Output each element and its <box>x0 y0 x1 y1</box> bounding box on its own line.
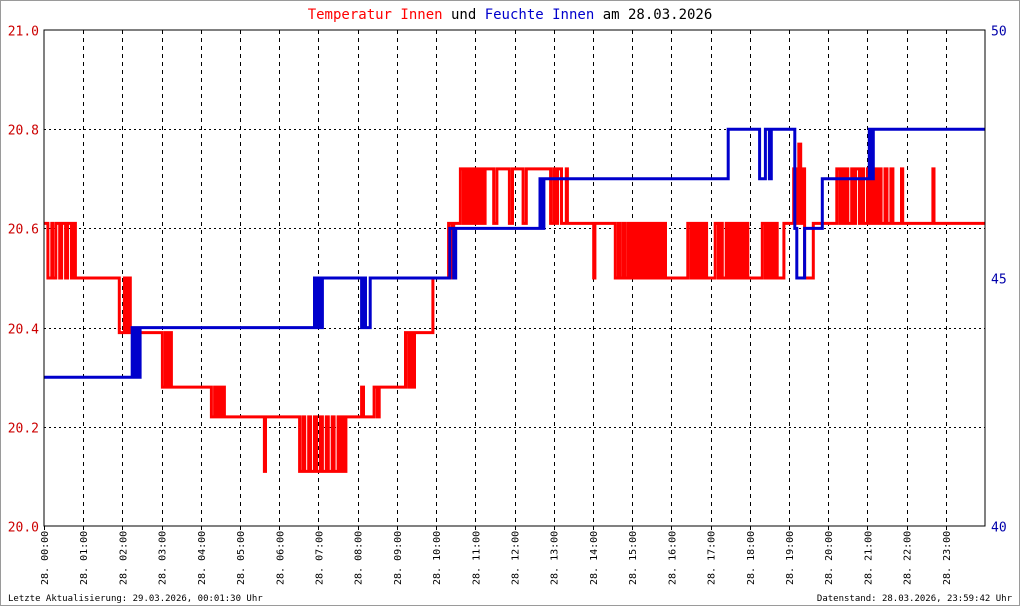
x-tick-label: 28. 09:00 <box>393 531 404 585</box>
y-left-tick-label: 20.8 <box>8 124 39 139</box>
x-tick-label: 28. 11:00 <box>471 531 482 585</box>
x-tick-label: 28. 14:00 <box>589 531 600 585</box>
x-tick-label: 28. 07:00 <box>314 531 325 585</box>
x-tick-label: 28. 05:00 <box>236 531 247 585</box>
x-tick-label: 28. 10:00 <box>432 531 443 585</box>
title-date: am 28.03.2026 <box>594 7 712 23</box>
x-tick-label: 28. 21:00 <box>863 531 874 585</box>
x-tick-label: 28. 00:00 <box>40 531 51 585</box>
title-and: und <box>443 7 485 23</box>
grid <box>44 30 985 526</box>
plot-area-border <box>43 29 986 527</box>
x-tick-label: 28. 13:00 <box>550 531 561 585</box>
x-tick-label: 28. 01:00 <box>79 531 90 585</box>
x-tick-label: 28. 19:00 <box>785 531 796 585</box>
x-tick-label: 28. 02:00 <box>118 531 129 585</box>
y-left-tick-label: 21.0 <box>8 25 39 40</box>
x-tick-label: 28. 03:00 <box>158 531 169 585</box>
x-tick-label: 28. 04:00 <box>197 531 208 585</box>
title-humidity: Feuchte Innen <box>485 7 595 23</box>
x-tick-label: 28. 06:00 <box>275 531 286 585</box>
series-layer <box>44 127 985 473</box>
x-tick-label: 28. 08:00 <box>354 531 365 585</box>
y-right-tick-label: 45 <box>991 273 1007 288</box>
y-right-tick-label: 50 <box>991 25 1007 40</box>
y-left-tick-label: 20.4 <box>8 323 39 338</box>
x-tick-label: 28. 18:00 <box>746 531 757 585</box>
x-tick-label: 28. 22:00 <box>903 531 914 585</box>
y-left-tick-label: 20.2 <box>8 422 39 437</box>
chart-title: Temperatur Innen und Feuchte Innen am 28… <box>308 7 713 23</box>
x-tick-label: 28. 20:00 <box>824 531 835 585</box>
title-temperature: Temperatur Innen <box>308 7 443 23</box>
last-update-text: Letzte Aktualisierung: 29.03.2026, 00:01… <box>8 594 263 604</box>
x-tick-label: 28. 23:00 <box>942 531 953 585</box>
axes: 28. 00:00 28. 01:00 28. 02:00 28. 03:00 28. … <box>8 25 1007 586</box>
temperature-series-line <box>44 142 985 473</box>
x-tick-label: 28. 12:00 <box>511 531 522 585</box>
x-tick-label: 28. 16:00 <box>667 531 678 585</box>
humidity-series-line <box>44 127 985 379</box>
data-status-text: Datenstand: 28.03.2026, 23:59:42 Uhr <box>816 594 1012 604</box>
x-tick-label: 28. 15:00 <box>628 531 639 585</box>
y-right-tick-label: 40 <box>991 521 1007 536</box>
y-left-tick-label: 20.0 <box>8 521 39 536</box>
x-tick-label: 28. 17:00 <box>707 531 718 585</box>
y-left-tick-label: 20.6 <box>8 223 39 238</box>
